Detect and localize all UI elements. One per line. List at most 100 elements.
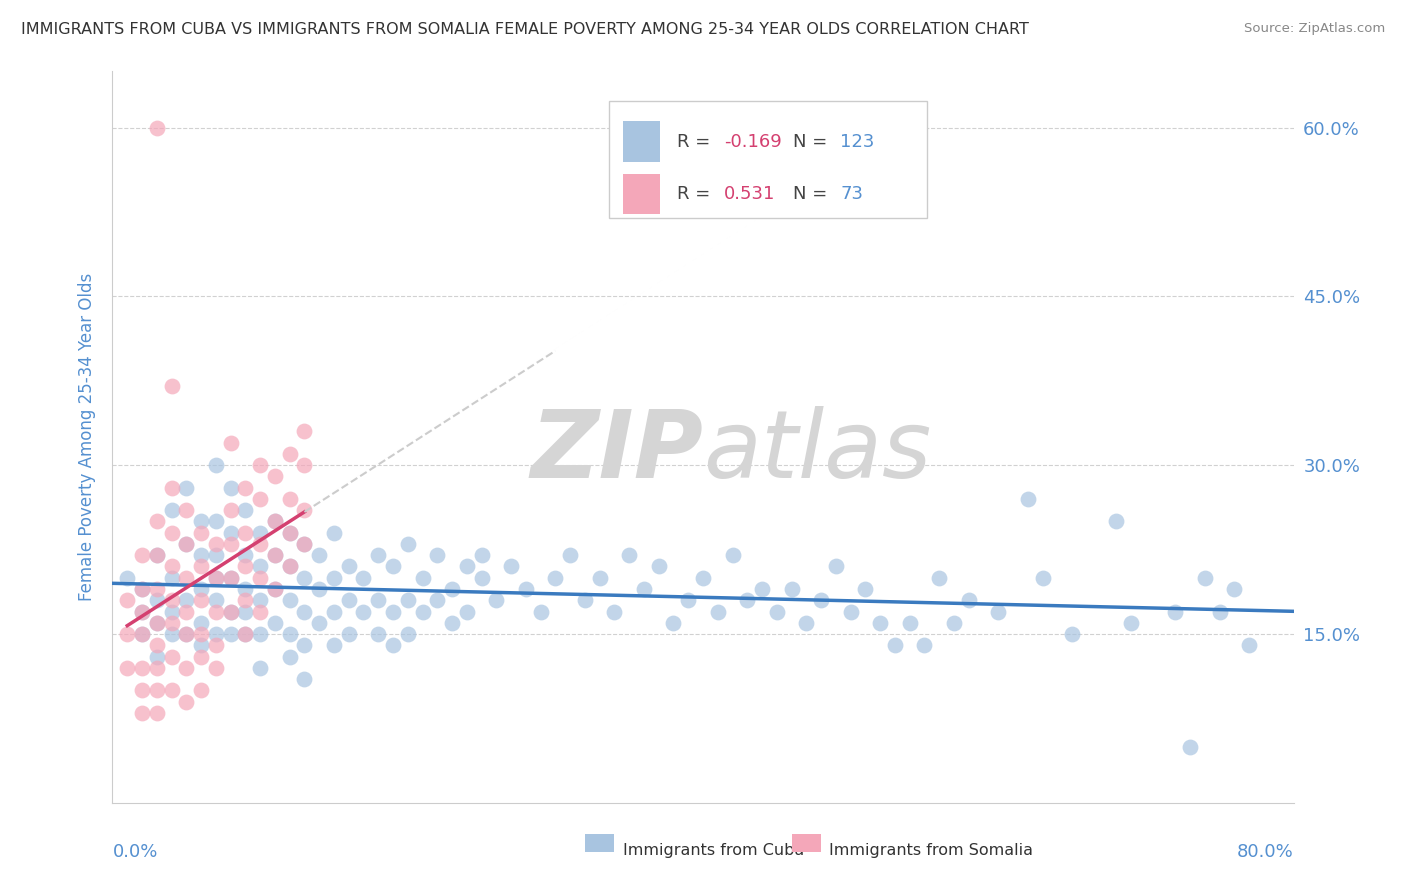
Point	[780, 582, 803, 596]
Point	[174, 605, 197, 619]
Point	[337, 559, 360, 574]
Point	[382, 605, 405, 619]
Point	[796, 615, 818, 630]
Point	[233, 525, 256, 540]
Point	[190, 627, 212, 641]
Point	[1032, 571, 1054, 585]
Point	[190, 593, 212, 607]
Point	[737, 593, 759, 607]
Point	[544, 571, 567, 585]
Point	[264, 615, 287, 630]
Point	[219, 525, 242, 540]
Text: R =: R =	[678, 133, 716, 151]
Point	[292, 503, 315, 517]
Point	[233, 548, 256, 562]
Text: 123: 123	[839, 133, 875, 151]
Text: N =: N =	[793, 133, 832, 151]
Point	[470, 548, 494, 562]
Text: Source: ZipAtlas.com: Source: ZipAtlas.com	[1244, 22, 1385, 36]
Point	[174, 694, 197, 708]
FancyBboxPatch shape	[609, 101, 928, 218]
Point	[382, 638, 405, 652]
Point	[160, 571, 183, 585]
Point	[1239, 638, 1261, 652]
Point	[146, 615, 169, 630]
Point	[485, 593, 508, 607]
Point	[1178, 739, 1201, 754]
Text: N =: N =	[793, 186, 832, 203]
Point	[1223, 582, 1246, 596]
Point	[174, 661, 197, 675]
Point	[751, 582, 773, 596]
Point	[131, 627, 153, 641]
FancyBboxPatch shape	[623, 121, 661, 161]
Point	[619, 548, 641, 562]
Point	[146, 515, 169, 529]
Point	[1194, 571, 1216, 585]
Point	[396, 537, 419, 551]
Text: 80.0%: 80.0%	[1237, 843, 1294, 861]
Point	[574, 593, 596, 607]
Point	[367, 548, 389, 562]
Point	[190, 548, 212, 562]
Point	[249, 605, 271, 619]
Point	[205, 627, 228, 641]
Point	[323, 605, 346, 619]
Point	[131, 661, 153, 675]
Point	[308, 582, 330, 596]
Point	[264, 515, 287, 529]
Point	[426, 593, 449, 607]
Point	[174, 571, 197, 585]
Text: ZIP: ZIP	[530, 406, 703, 498]
Point	[233, 627, 256, 641]
Text: 73: 73	[839, 186, 863, 203]
Point	[426, 548, 449, 562]
Point	[501, 559, 523, 574]
Point	[160, 593, 183, 607]
Point	[308, 548, 330, 562]
Point	[1164, 605, 1187, 619]
Point	[1208, 605, 1232, 619]
Point	[337, 593, 360, 607]
Point	[292, 638, 315, 652]
Point	[647, 559, 671, 574]
Point	[515, 582, 537, 596]
Point	[205, 661, 228, 675]
Point	[721, 548, 744, 562]
Point	[884, 638, 907, 652]
Point	[249, 627, 271, 641]
Point	[205, 571, 228, 585]
Point	[160, 481, 183, 495]
Point	[205, 458, 228, 473]
FancyBboxPatch shape	[623, 174, 661, 214]
Point	[131, 683, 153, 698]
Point	[219, 605, 242, 619]
Point	[146, 548, 169, 562]
Point	[898, 615, 921, 630]
Point	[766, 605, 789, 619]
Point	[692, 571, 714, 585]
Text: Immigrants from Somalia: Immigrants from Somalia	[830, 843, 1033, 858]
Point	[190, 559, 212, 574]
Point	[249, 593, 271, 607]
Point	[278, 525, 301, 540]
Point	[928, 571, 950, 585]
Point	[662, 615, 685, 630]
Point	[146, 638, 169, 652]
Point	[174, 627, 197, 641]
Point	[264, 582, 287, 596]
Point	[174, 627, 197, 641]
Point	[117, 627, 138, 641]
Point	[292, 672, 315, 686]
Point	[441, 582, 464, 596]
Point	[117, 593, 138, 607]
Text: -0.169: -0.169	[724, 133, 782, 151]
Point	[190, 582, 212, 596]
Point	[352, 571, 374, 585]
Point	[411, 605, 433, 619]
Point	[233, 593, 256, 607]
Point	[633, 582, 655, 596]
Point	[219, 503, 242, 517]
Point	[278, 559, 301, 574]
Point	[292, 605, 315, 619]
